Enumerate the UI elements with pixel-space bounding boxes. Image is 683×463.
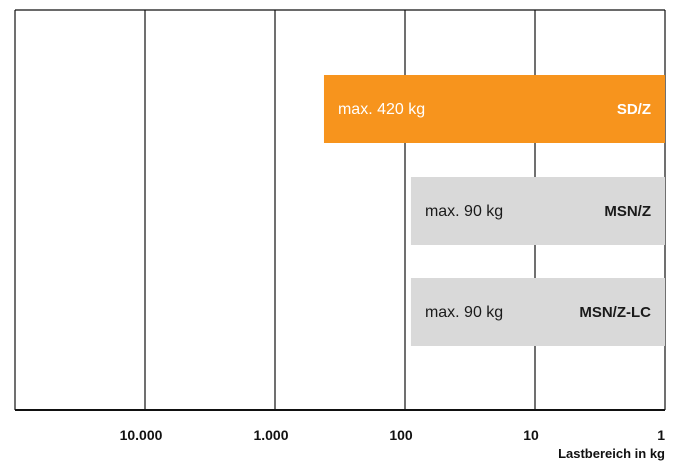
bar (410, 278, 665, 346)
x-tick-label: 100 (389, 427, 413, 443)
bars: max. 420 kg SD/Z max. 90 kg MSN/Z max. 90 kg… (323, 75, 665, 346)
bar-category-label: SD/Z (617, 101, 651, 118)
x-tick-label: 1 (657, 427, 665, 443)
bar-category-label: MSN/Z (604, 203, 651, 220)
bar-value-label: max. 90 kg (425, 203, 503, 220)
x-axis: 10.000 1.000 100 10 1 Lastbereich in kg (15, 409, 665, 461)
x-axis-label: Lastbereich in kg (558, 446, 665, 461)
x-tick-label: 1.000 (253, 427, 288, 443)
bar (323, 75, 665, 143)
bar-category-label: MSN/Z-LC (579, 304, 651, 321)
x-tick-label: 10 (523, 427, 539, 443)
bar (410, 177, 665, 245)
bar-value-label: max. 420 kg (338, 101, 425, 118)
bar-value-label: max. 90 kg (425, 304, 503, 321)
x-tick-label: 10.000 (120, 427, 163, 443)
